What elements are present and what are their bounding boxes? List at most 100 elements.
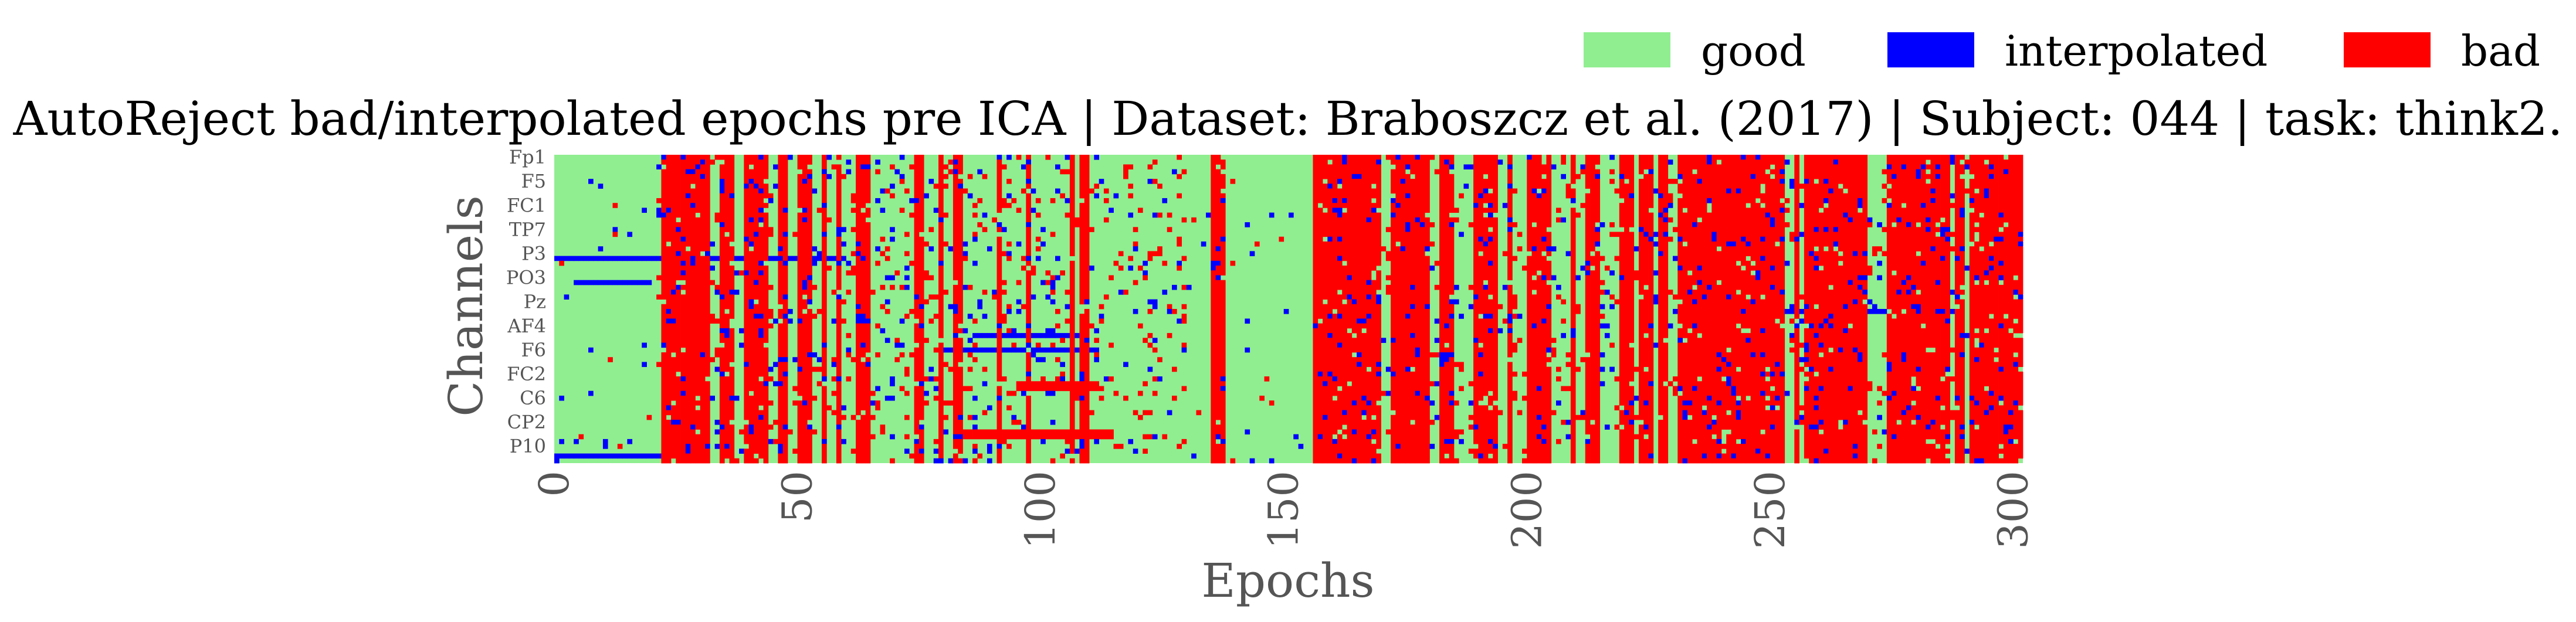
cell-bad — [1716, 357, 1722, 368]
cell-bad — [700, 155, 706, 160]
cell-bad — [1692, 174, 1697, 223]
cell-interpolated — [1760, 236, 1765, 242]
cell-bad — [1357, 357, 1362, 362]
cell-bad — [768, 376, 774, 382]
cell-interpolated — [1055, 164, 1060, 170]
cell-bad — [1667, 236, 1673, 242]
cell-bad — [826, 405, 832, 410]
cell-bad — [1760, 434, 1765, 464]
cell-interpolated — [1483, 314, 1489, 319]
cell-interpolated — [1055, 333, 1060, 338]
cell-interpolated — [836, 424, 842, 430]
cell-interpolated — [1814, 227, 1819, 232]
cell-interpolated — [1653, 232, 1659, 237]
cell-bad — [1405, 155, 1411, 165]
cell-interpolated — [992, 333, 997, 338]
cell-interpolated — [1497, 328, 1503, 334]
cell-interpolated — [977, 333, 983, 338]
cell-interpolated — [608, 280, 613, 285]
cell-interpolated — [1497, 159, 1503, 165]
channel-tick-label: P3 — [521, 243, 546, 265]
cell-bad — [860, 414, 866, 464]
cell-bad — [1351, 434, 1357, 459]
cell-bad — [1337, 241, 1343, 256]
cell-bad — [1133, 241, 1138, 247]
cell-bad — [1478, 458, 1484, 464]
cell-interpolated — [875, 246, 880, 251]
cell-interpolated — [977, 299, 983, 310]
cell-bad — [758, 159, 764, 189]
cell-bad — [1317, 439, 1323, 464]
cell-bad — [1259, 395, 1265, 401]
cell-interpolated — [1935, 309, 1941, 314]
cell-bad — [948, 169, 954, 175]
cell-bad — [1716, 155, 1722, 160]
cell-interpolated — [1459, 314, 1464, 319]
cell-bad — [1882, 227, 1887, 232]
cell-bad — [2003, 159, 2009, 170]
cell-interpolated — [1658, 212, 1663, 218]
cell-bad — [1113, 390, 1119, 396]
cell-bad — [1862, 155, 1868, 251]
cell-interpolated — [1157, 376, 1162, 382]
cell-interpolated — [1629, 420, 1635, 425]
cell-bad — [1220, 159, 1226, 170]
cell-interpolated — [1089, 347, 1094, 353]
cell-bad — [710, 159, 716, 165]
cell-bad — [1473, 155, 1479, 203]
cell-bad — [1843, 217, 1848, 305]
cell-interpolated — [943, 347, 948, 353]
cell-bad — [1099, 304, 1104, 310]
cell-bad — [661, 169, 667, 213]
cell-bad — [1347, 386, 1353, 464]
cell-interpolated — [1775, 395, 1780, 401]
cell-interpolated — [714, 366, 720, 372]
cell-interpolated — [977, 169, 983, 175]
cell-bad — [1736, 193, 1741, 261]
cell-interpolated — [972, 424, 978, 430]
cell-interpolated — [1103, 376, 1109, 382]
cell-interpolated — [1741, 439, 1746, 444]
cell-bad — [1994, 241, 1999, 348]
cell-bad — [753, 284, 759, 300]
cell-interpolated — [1998, 395, 2004, 401]
cell-interpolated — [734, 270, 740, 276]
cell-interpolated — [1809, 323, 1814, 329]
cell-bad — [1726, 193, 1731, 242]
cell-bad — [914, 203, 920, 295]
cell-bad — [1794, 241, 1799, 319]
cell-interpolated — [1858, 352, 1863, 362]
cell-bad — [666, 246, 672, 310]
cell-interpolated — [1289, 212, 1294, 218]
cell-interpolated — [860, 314, 866, 324]
cell-bad — [1716, 444, 1722, 454]
cell-interpolated — [996, 444, 1002, 449]
cell-bad — [1843, 193, 1848, 213]
cell-interpolated — [1327, 236, 1333, 242]
cell-interpolated — [1677, 236, 1683, 242]
cell-bad — [1750, 357, 1756, 464]
cell-interpolated — [958, 183, 963, 189]
cell-interpolated — [1245, 429, 1250, 435]
cell-interpolated — [1487, 236, 1493, 242]
cell-bad — [1648, 174, 1654, 208]
cell-interpolated — [758, 260, 764, 266]
cell-bad — [1172, 395, 1177, 401]
cell-bad — [1410, 179, 1415, 285]
cell-bad — [1400, 155, 1406, 179]
cell-bad — [1906, 280, 1911, 290]
cell-interpolated — [1726, 294, 1731, 300]
cell-interpolated — [846, 169, 852, 175]
cell-bad — [1886, 169, 1892, 184]
cell-bad — [1279, 236, 1284, 242]
cell-interpolated — [1833, 227, 1839, 232]
cell-bad — [967, 174, 973, 179]
cell-bad — [880, 304, 886, 310]
cell-bad — [894, 338, 900, 343]
cell-bad — [1677, 342, 1683, 386]
cell-bad — [884, 246, 890, 251]
cell-bad — [1663, 212, 1669, 218]
cell-interpolated — [816, 357, 822, 362]
cell-bad — [822, 236, 827, 343]
cell-bad — [748, 309, 754, 392]
